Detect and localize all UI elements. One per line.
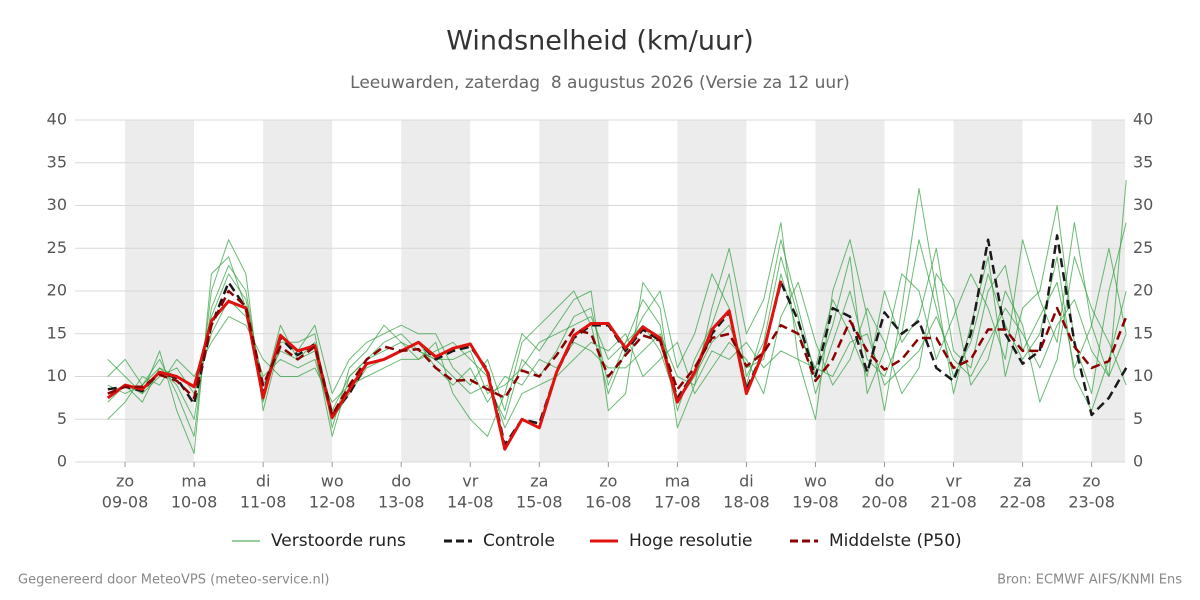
y-tick-label-right: 20 bbox=[1133, 281, 1153, 300]
legend-label: Controle bbox=[483, 531, 555, 551]
x-tick-date: 15-08 bbox=[516, 493, 563, 512]
footer-right: Bron: ECMWF AIFS/KNMI Ens bbox=[997, 573, 1182, 588]
y-tick-label: 5 bbox=[57, 409, 67, 428]
x-tick-day: wo bbox=[804, 472, 827, 491]
x-tick-date: 23-08 bbox=[1068, 493, 1115, 512]
x-tick-day: di bbox=[739, 472, 754, 491]
y-tick-label: 10 bbox=[47, 366, 67, 385]
footer-left: Gegenereerd door MeteoVPS (meteo-service… bbox=[18, 573, 329, 588]
x-tick-date: 14-08 bbox=[447, 493, 494, 512]
x-tick-date: 10-08 bbox=[171, 493, 218, 512]
x-tick-day: za bbox=[530, 472, 548, 491]
y-tick-label: 25 bbox=[47, 238, 67, 257]
legend-label: Verstoorde runs bbox=[271, 531, 406, 551]
x-tick-day: wo bbox=[321, 472, 344, 491]
x-tick-day: ma bbox=[181, 472, 206, 491]
y-tick-label-right: 40 bbox=[1133, 110, 1153, 129]
x-tick-day: do bbox=[391, 472, 411, 491]
x-tick-date: 17-08 bbox=[654, 493, 701, 512]
x-tick-date: 22-08 bbox=[999, 493, 1046, 512]
y-tick-label-right: 25 bbox=[1133, 238, 1153, 257]
series-line bbox=[106, 280, 783, 451]
legend-label: Middelste (P50) bbox=[829, 531, 962, 551]
y-tick-label-right: 5 bbox=[1133, 409, 1143, 428]
x-tick-day: do bbox=[875, 472, 895, 491]
x-tick-date: 11-08 bbox=[240, 493, 287, 512]
ensemble-line bbox=[107, 256, 1127, 429]
y-tick-label-right: 35 bbox=[1133, 152, 1153, 171]
chart-title: Windsnelheid (km/uur) bbox=[446, 26, 754, 57]
y-tick-label-right: 0 bbox=[1133, 452, 1143, 471]
x-tick-day: zo bbox=[116, 472, 134, 491]
x-tick-day: vr bbox=[462, 472, 478, 491]
y-tick-label: 30 bbox=[47, 195, 67, 214]
y-tick-label-right: 30 bbox=[1133, 195, 1153, 214]
x-tick-day: zo bbox=[599, 472, 617, 491]
y-tick-label: 20 bbox=[47, 281, 67, 300]
x-tick-day: ma bbox=[665, 472, 690, 491]
x-tick-date: 18-08 bbox=[723, 493, 770, 512]
x-tick-date: 19-08 bbox=[792, 493, 839, 512]
y-tick-label-right: 10 bbox=[1133, 366, 1153, 385]
y-tick-label: 40 bbox=[47, 110, 67, 129]
chart-subtitle: Leeuwarden, zaterdag 8 augustus 2026 (Ve… bbox=[350, 73, 850, 93]
x-tick-date: 16-08 bbox=[585, 493, 632, 512]
ensemble-line bbox=[107, 247, 1127, 437]
y-tick-label: 15 bbox=[47, 323, 67, 342]
x-tick-date: 13-08 bbox=[378, 493, 425, 512]
legend-label: Hoge resolutie bbox=[629, 531, 753, 551]
x-tick-date: 21-08 bbox=[930, 493, 977, 512]
x-tick-date: 09-08 bbox=[102, 493, 149, 512]
y-tick-label-right: 15 bbox=[1133, 323, 1153, 342]
ensemble-line bbox=[107, 299, 1127, 420]
x-tick-day: zo bbox=[1083, 472, 1101, 491]
y-tick-label: 0 bbox=[57, 452, 67, 471]
y-tick-label: 35 bbox=[47, 152, 67, 171]
x-tick-day: di bbox=[256, 472, 271, 491]
x-tick-day: vr bbox=[946, 472, 962, 491]
x-tick-day: za bbox=[1013, 472, 1031, 491]
series-line bbox=[107, 289, 1128, 417]
x-tick-date: 12-08 bbox=[309, 493, 356, 512]
x-tick-date: 20-08 bbox=[861, 493, 908, 512]
